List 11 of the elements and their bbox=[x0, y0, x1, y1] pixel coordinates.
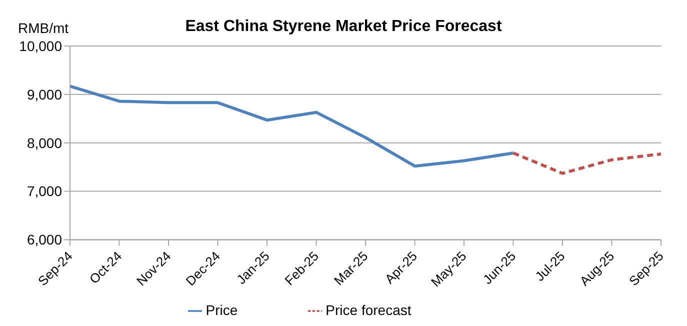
y-axis-title: RMB/mt bbox=[18, 20, 69, 36]
legend-label: Price forecast bbox=[326, 302, 412, 318]
y-tick-label: 8,000 bbox=[26, 134, 62, 151]
y-tick-label: 6,000 bbox=[26, 232, 62, 248]
chart-title: East China Styrene Market Price Forecast bbox=[185, 18, 502, 35]
y-tick-label: 9,000 bbox=[26, 86, 62, 102]
y-tick-label: 10,000 bbox=[19, 38, 62, 54]
legend-label: Price bbox=[206, 302, 238, 318]
y-tick-label: 7,000 bbox=[26, 183, 62, 200]
line-series bbox=[70, 84, 515, 168]
line-series bbox=[512, 152, 661, 175]
